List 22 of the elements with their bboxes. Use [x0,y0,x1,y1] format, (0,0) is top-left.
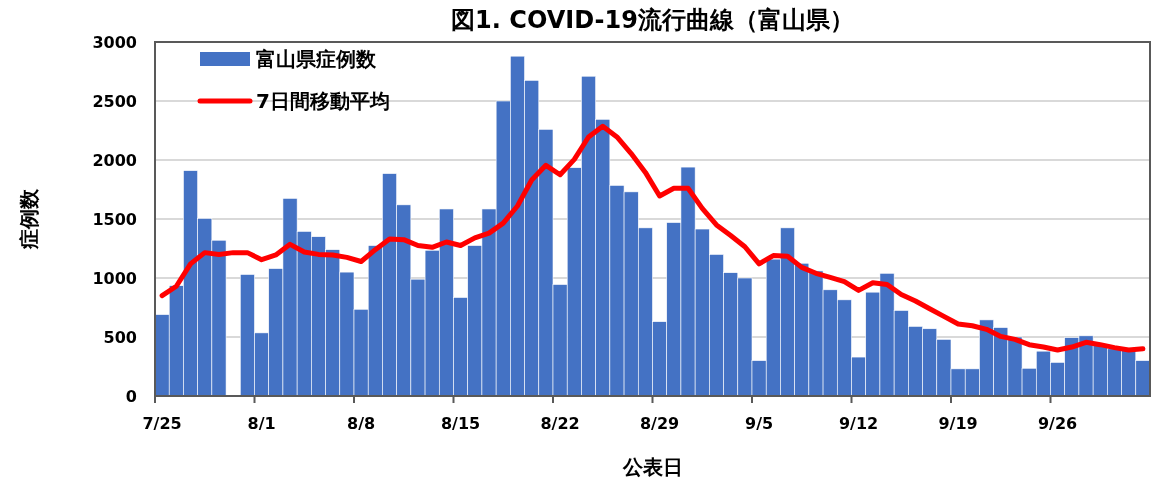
x-tick-label: 9/26 [1037,414,1078,433]
x-tick-label: 7/25 [142,414,182,433]
chart-title: 図1. COVID-19流行曲線（富山県） [451,6,854,34]
x-tick-label: 8/15 [440,414,481,433]
y-tick-label: 3000 [92,33,137,52]
x-tick-label: 8/22 [540,414,580,433]
x-tick-label: 8/29 [639,414,680,433]
x-tick-label: 9/5 [745,414,774,433]
y-tick-label: 1000 [92,269,137,288]
legend-label: 7日間移動平均 [256,89,390,113]
x-tick-label: 9/19 [938,414,978,433]
y-tick-label: 2500 [92,92,137,111]
legend-label: 富山県症例数 [256,47,377,71]
y-axis-title: 症例数 [17,188,41,250]
y-tick-label: 2000 [92,151,137,170]
y-tick-label: 1500 [92,210,137,229]
y-tick-label: 500 [103,328,137,347]
x-tick-label: 8/8 [347,414,376,433]
x-tick-label: 8/1 [247,414,276,433]
x-tick-label: 9/12 [838,414,879,433]
x-axis-title: 公表日 [621,455,683,479]
y-tick-label: 0 [125,387,137,406]
